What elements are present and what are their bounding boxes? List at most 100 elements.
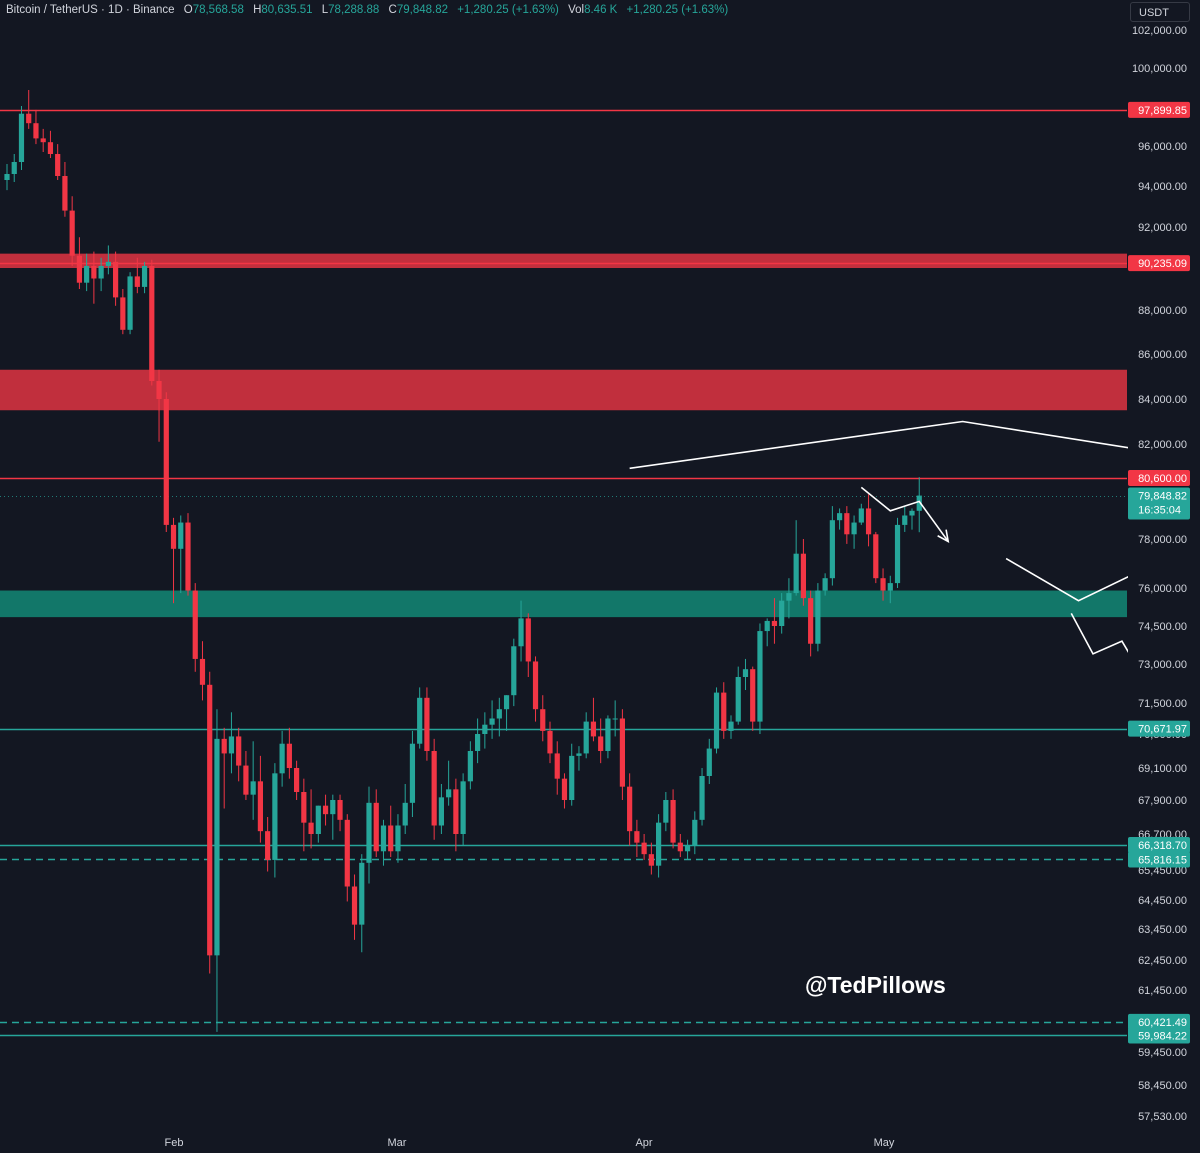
candle-body	[192, 590, 198, 659]
close-label: C	[388, 4, 397, 16]
candle-body	[185, 522, 191, 591]
level-badge	[1128, 1027, 1190, 1044]
zone-red-1[interactable]	[0, 369, 1127, 411]
candle-body	[699, 776, 705, 820]
current-price-label: 79,848.82	[1138, 491, 1187, 503]
price-tick-label: 102,000.00	[1132, 25, 1187, 37]
candle-body	[808, 598, 814, 644]
candle-body	[887, 583, 893, 591]
candle-body	[236, 736, 242, 766]
candle-body	[265, 831, 271, 860]
candle-body	[605, 718, 611, 751]
price-tick-label: 82,000.00	[1138, 439, 1187, 451]
candle-body	[865, 508, 872, 535]
candle-body	[496, 709, 502, 719]
current-price-badge	[1128, 487, 1190, 520]
candle-body	[286, 743, 292, 768]
level-badge	[1128, 255, 1190, 272]
candle-body	[880, 578, 886, 591]
time-tick-label: Apr	[635, 1137, 652, 1149]
candle-body	[583, 721, 589, 754]
zone-green-2[interactable]	[0, 590, 1127, 618]
candle-body	[815, 590, 821, 644]
candle-body	[69, 210, 75, 256]
level-badge	[1128, 470, 1190, 486]
level-badge	[1128, 720, 1190, 737]
candle-body	[540, 709, 546, 731]
price-tick-label: 63,450.00	[1138, 924, 1187, 936]
candle-body	[475, 734, 481, 751]
candle-body	[909, 510, 915, 516]
candle-body	[98, 265, 104, 279]
candle-body	[800, 553, 806, 599]
candle-body	[619, 718, 625, 787]
candle-body	[417, 697, 423, 744]
candle-body	[713, 692, 720, 749]
short-term-down-arrow	[860, 486, 949, 542]
price-tick-label: 94,000.00	[1138, 181, 1187, 193]
candle-body	[482, 724, 488, 734]
symbol-title[interactable]: Bitcoin / TetherUS · 1D · Binance	[6, 4, 175, 16]
candle-body	[113, 261, 119, 298]
close-value: 79,848.82	[396, 4, 449, 16]
candle-body	[757, 631, 763, 722]
candle-body	[33, 123, 39, 139]
candle-body	[858, 508, 864, 523]
bullish-path-upper-arrow	[629, 420, 1200, 470]
candle-body	[294, 768, 300, 792]
price-tick-label: 86,000.00	[1138, 349, 1187, 361]
candle-body	[851, 522, 857, 535]
open-label: O	[183, 4, 193, 16]
low-value: 78,288.88	[328, 4, 380, 16]
candle-body	[337, 800, 343, 820]
time-axis[interactable]: Feb Mar Apr May	[165, 1137, 895, 1149]
price-tick-label: 76,000.00	[1138, 583, 1187, 595]
candle-body	[735, 677, 741, 722]
level-badge-label: 80,600.00	[1138, 473, 1187, 485]
candle-body	[178, 522, 184, 549]
zone-red-0[interactable]	[0, 253, 1127, 268]
level-badge-label: 60,421.49	[1138, 1017, 1187, 1029]
price-tick-label: 62,450.00	[1138, 955, 1187, 967]
level-layer	[0, 109, 1127, 1037]
level-badge-label: 66,318.70	[1138, 840, 1187, 852]
candle-body	[590, 721, 597, 737]
price-tick-label: 59,450.00	[1138, 1047, 1187, 1059]
candle-body	[221, 738, 227, 754]
time-tick-label: May	[874, 1137, 895, 1149]
legend-header: Bitcoin / TetherUS · 1D · Binance O78,56…	[6, 4, 728, 16]
candle-body	[308, 822, 314, 834]
candle-body	[677, 842, 683, 852]
candle-body	[902, 515, 908, 525]
price-axis[interactable]: 102,000.00 100,000.00 96,000.00 94,000.00 92…	[1128, 0, 1200, 1153]
candle-body	[894, 524, 901, 584]
candle-body	[243, 765, 249, 795]
zone-layer	[0, 253, 1127, 618]
candle-body	[26, 113, 32, 124]
candle-body	[829, 520, 835, 579]
candle-body	[627, 786, 633, 832]
candle-body	[40, 138, 46, 143]
candle-body	[612, 718, 618, 720]
candle-body	[149, 265, 155, 381]
candle-body	[598, 736, 604, 751]
high-label: H	[253, 4, 262, 16]
candle-body	[105, 261, 111, 266]
candle-body	[424, 697, 430, 751]
candle-body	[634, 831, 640, 843]
candle-body	[873, 534, 879, 579]
change-value: +1,280.25 (+1.63%)	[457, 4, 559, 16]
candle-body	[199, 658, 206, 685]
candle-body	[446, 789, 452, 798]
candle-layer	[4, 90, 922, 1032]
price-tick-label: 61,450.00	[1138, 985, 1187, 997]
price-tick-label: 67,900.00	[1138, 795, 1187, 807]
currency-button[interactable]: USDT	[1130, 2, 1190, 22]
candle-body	[315, 805, 321, 834]
level-badge-label: 97,899.85	[1138, 105, 1187, 117]
candle-body	[366, 802, 372, 863]
price-tick-label: 78,000.00	[1138, 534, 1187, 546]
level-badge-label: 70,671.97	[1138, 724, 1187, 736]
